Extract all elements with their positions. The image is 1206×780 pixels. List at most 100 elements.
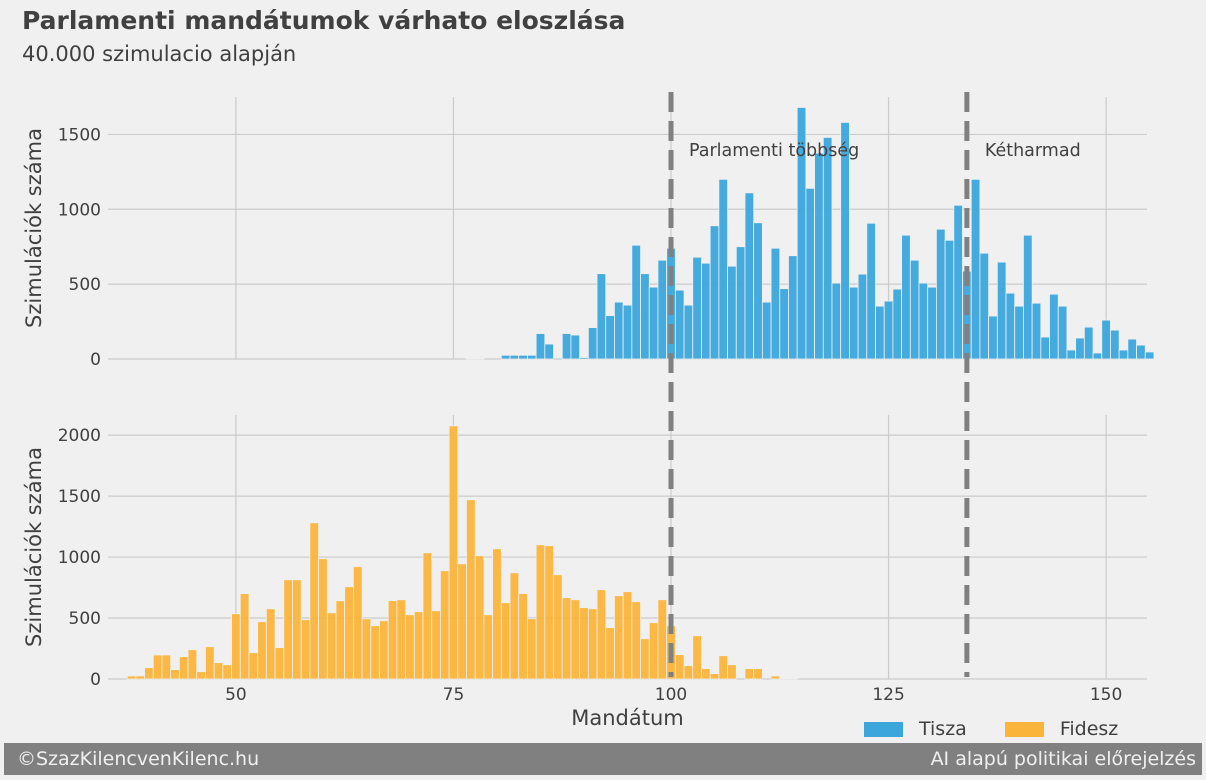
histogram-bar-fidesz	[405, 614, 415, 680]
histogram-bar-fidesz	[361, 618, 372, 680]
histogram-bar-fidesz	[483, 614, 494, 680]
histogram-bar-fidesz	[431, 610, 441, 680]
legend-item-fidesz: Fidesz	[1004, 718, 1119, 740]
histogram-bar-tisza	[753, 222, 763, 360]
histogram-bar-fidesz	[544, 545, 554, 680]
histogram-bar-tisza	[727, 265, 737, 360]
histogram-bar-fidesz	[788, 677, 798, 680]
histogram-bar-fidesz	[570, 599, 581, 680]
histogram-bar-fidesz	[770, 675, 781, 680]
histogram-bar-tisza	[788, 255, 798, 360]
histogram-bar-fidesz	[474, 555, 485, 680]
histogram-bar-tisza	[944, 239, 955, 360]
histogram-bar-fidesz	[213, 662, 224, 680]
histogram-bar-tisza	[1144, 351, 1155, 360]
histogram-bar-tisza	[892, 288, 903, 360]
x-tick-label: 150	[1090, 685, 1122, 705]
legend-swatch-tisza	[864, 721, 903, 737]
y-tick-label: 1500	[58, 487, 101, 507]
histogram-bar-tisza	[701, 262, 711, 360]
histogram-bar-fidesz	[239, 593, 250, 680]
y-tick-label: 2000	[58, 426, 101, 446]
histogram-bar-fidesz	[500, 602, 511, 680]
histogram-bar-tisza	[535, 333, 546, 360]
histogram-bar-tisza	[587, 327, 598, 360]
histogram-bar-fidesz	[257, 621, 267, 680]
histogram-bar-fidesz	[466, 499, 476, 680]
histogram-bar-tisza	[901, 234, 911, 360]
histogram-bar-tisza	[509, 354, 520, 360]
histogram-bar-fidesz	[622, 591, 633, 680]
footer-tagline: AI alapú politikai előrejelzés	[930, 748, 1196, 770]
histogram-bar-tisza	[735, 246, 746, 360]
histogram-bar-fidesz	[135, 675, 145, 680]
footer-bar: ©SzazKilencvenKilenc.hu AI alapú politik…	[4, 743, 1202, 775]
histogram-bar-tisza	[527, 354, 537, 360]
histogram-bar-fidesz	[231, 613, 241, 680]
histogram-bar-tisza	[1023, 234, 1033, 360]
histogram-bar-tisza	[988, 315, 998, 360]
histogram-bar-fidesz	[335, 600, 346, 680]
histogram-bar-tisza	[683, 304, 694, 360]
histogram-bar-tisza	[805, 187, 815, 360]
histogram-bar-tisza	[866, 222, 876, 360]
histogram-bar-tisza	[518, 354, 528, 360]
threshold-annotation: Kétharmad	[985, 141, 1081, 161]
histogram-bar-tisza	[953, 204, 963, 360]
histogram-bar-tisza	[1057, 305, 1068, 360]
histogram-bar-fidesz	[448, 425, 459, 680]
histogram-bar-tisza	[840, 122, 850, 360]
histogram-bar-fidesz	[605, 627, 615, 680]
histogram-bar-fidesz	[579, 607, 589, 680]
histogram-bar-tisza	[579, 357, 589, 360]
histogram-bar-fidesz	[631, 601, 641, 680]
histogram-bar-fidesz	[457, 563, 467, 680]
footer-copyright: ©SzazKilencvenKilenc.hu	[17, 748, 260, 770]
histogram-bar-tisza	[1049, 293, 1059, 360]
histogram-bar-fidesz	[553, 574, 563, 680]
histogram-bar-tisza	[779, 288, 789, 360]
histogram-bar-fidesz	[779, 677, 789, 680]
histogram-bar-tisza	[1118, 349, 1129, 360]
histogram-bar-fidesz	[753, 668, 763, 680]
legend-label-tisza: Tisza	[919, 718, 967, 740]
histogram-bar-tisza	[996, 261, 1007, 360]
histogram-bar-tisza	[657, 259, 668, 360]
histogram-bar-fidesz	[283, 579, 293, 680]
histogram-bar-fidesz	[222, 664, 232, 680]
histogram-bar-fidesz	[196, 671, 206, 680]
histogram-bar-tisza	[500, 354, 511, 360]
histogram-bar-tisza	[570, 334, 581, 360]
histogram-bar-tisza	[1136, 344, 1146, 360]
histogram-bar-tisza	[979, 252, 990, 360]
histogram-bar-fidesz	[265, 608, 276, 680]
y-tick-label: 500	[69, 609, 101, 629]
histogram-bar-fidesz	[422, 552, 433, 680]
histogram-bar-fidesz	[744, 668, 755, 680]
histogram-bar-tisza	[744, 192, 755, 360]
histogram-bar-tisza	[909, 259, 920, 360]
histogram-bar-fidesz	[640, 638, 650, 680]
histogram-bar-tisza	[1083, 326, 1094, 360]
histogram-bar-fidesz	[379, 620, 389, 680]
histogram-bar-fidesz	[709, 673, 720, 680]
histogram-bar-fidesz	[309, 522, 319, 680]
histogram-bar-fidesz	[248, 652, 259, 680]
histogram-bar-fidesz	[152, 654, 163, 680]
histogram-bar-fidesz	[527, 618, 537, 680]
histogram-bar-tisza	[1092, 352, 1103, 360]
histogram-bar-fidesz	[170, 669, 180, 680]
histogram-bar-tisza	[709, 225, 720, 360]
histogram-bar-fidesz	[318, 558, 328, 680]
histogram-bar-tisza	[1075, 337, 1085, 360]
histogram-bar-fidesz	[396, 599, 407, 680]
y-axis-label: Szimulációk száma	[22, 447, 46, 647]
histogram-bar-fidesz	[370, 625, 380, 680]
y-tick-label: 1500	[58, 125, 101, 145]
legend-label-fidesz: Fidesz	[1059, 718, 1119, 740]
legend-swatch-fidesz	[1004, 721, 1044, 737]
histogram-bar-tisza	[1014, 305, 1024, 360]
histogram-bar-fidesz	[440, 570, 450, 680]
histogram-bar-tisza	[1101, 319, 1111, 360]
histogram-bar-tisza	[674, 289, 685, 360]
